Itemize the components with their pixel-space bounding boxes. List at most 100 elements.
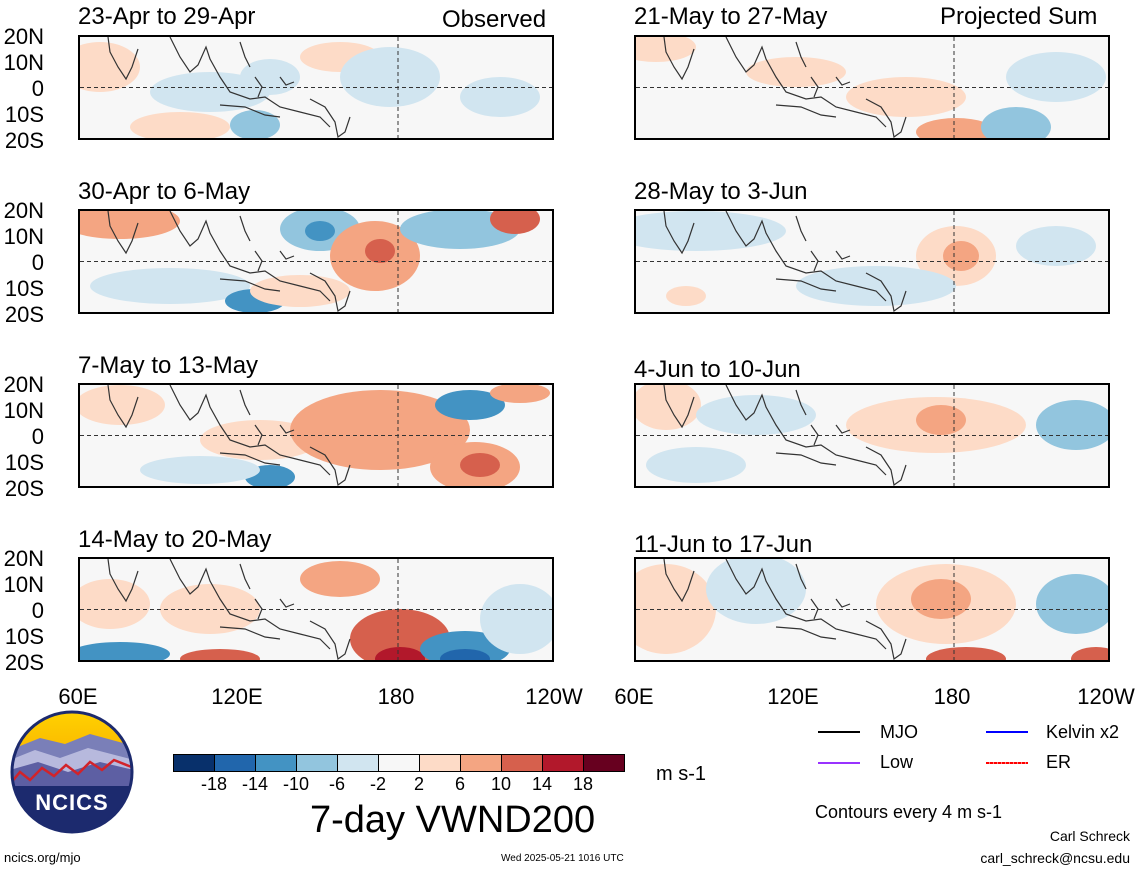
colorbar-label: 10 [490,774,512,794]
negative-anomaly [230,110,280,138]
lon-label: 120E [767,684,819,709]
positive-anomaly [180,649,260,660]
colorbar-label: -10 [282,774,309,794]
negative-anomaly [480,584,552,654]
map-panel [634,209,1110,314]
lon-label: 180 [377,684,415,709]
lat-label: 0 [31,424,44,449]
lat-label: 0 [31,598,44,623]
lat-label: 20N [3,198,44,223]
colorbar-swatch [583,754,625,772]
anomaly-map [80,559,552,660]
er-legend-label: ER [1046,752,1072,772]
negative-anomaly [140,456,260,484]
panel-title: 11-Jun to 17-Jun [634,531,813,558]
panel-title: 7-May to 13-May [78,352,259,379]
anomaly-map [80,211,552,312]
panel-title: 21-May to 27-May [634,3,828,30]
lat-label: 10S [4,624,44,649]
colorbar-label: -6 [328,774,345,794]
lat-label: 20S [4,476,44,501]
lat-label: 20N [3,372,44,397]
negative-anomaly [90,268,250,304]
colorbar-label: -14 [241,774,268,794]
map-panel [78,383,554,488]
anomaly-map [636,385,1108,486]
positive-anomaly [636,564,716,654]
positive-anomaly [80,385,165,425]
colorbar-label: 14 [531,774,553,794]
negative-anomaly [1016,226,1096,266]
map-panel [634,383,1110,488]
lon-label: 180 [933,684,971,709]
negative-anomaly [240,59,300,95]
positive-anomaly [250,275,350,307]
credit-email: carl_schreck@ncsu.edu [980,850,1130,866]
map-panel [78,557,554,662]
positive-anomaly [846,77,966,117]
lat-label: 0 [31,250,44,275]
negative-anomaly [435,390,505,420]
positive-anomaly [130,112,230,138]
colorbar-swatch [296,754,338,772]
negative-anomaly [1036,574,1108,634]
panel-title: 4-Jun to 10-Jun [634,356,801,383]
lat-label: 10N [3,50,44,75]
kelvin-legend-label: Kelvin x2 [1046,722,1120,742]
lat-label: 10S [4,102,44,127]
colorbar-swatch [173,754,215,772]
positive-anomaly [1071,647,1108,660]
colorbar-swatch [460,754,502,772]
credit-name: Carl Schreck [1049,828,1130,844]
lat-label: 10N [3,398,44,423]
negative-anomaly [1036,400,1108,450]
positive-anomaly [80,579,150,629]
main-title: 7-day VWND200 [310,799,596,841]
colorbar-swatch [419,754,461,772]
lon-label: 120W [1077,684,1135,709]
positive-anomaly [80,42,140,92]
map-panel [78,209,554,314]
ncics-logo: NCICS [10,710,134,834]
positive-anomaly [911,579,971,619]
positive-anomaly [490,385,550,403]
colorbar-label: -2 [369,774,386,794]
negative-anomaly [150,72,270,112]
lat-label: 10S [4,276,44,301]
positive-anomaly [916,118,996,138]
projected-header: Projected Sum [940,3,1098,30]
anomaly-map [636,559,1108,660]
lon-label: 120W [525,684,583,709]
positive-anomaly [490,211,540,234]
footer-url[interactable]: ncics.org/mjo [4,850,81,865]
colorbar-swatch [337,754,379,772]
lat-label: 20N [3,546,44,571]
anomaly-map [636,211,1108,312]
map-panel [634,557,1110,662]
colorbar-label: 6 [454,774,465,794]
panel-title: 28-May to 3-Jun [634,178,808,205]
colorbar-label: 18 [572,774,594,794]
positive-anomaly [460,453,500,477]
footer-timestamp: Wed 2025-05-21 1016 UTC [501,853,624,864]
negative-anomaly [1006,52,1106,102]
anomaly-map [80,385,552,486]
colorbar-swatch [255,754,297,772]
lat-label: 20S [4,650,44,675]
logo-text: NCICS [35,790,109,815]
negative-anomaly [400,211,520,249]
negative-anomaly [796,266,956,306]
negative-anomaly [80,642,170,660]
anomaly-map [636,37,1108,138]
negative-anomaly [696,395,816,435]
positive-anomaly [80,211,180,239]
positive-anomaly [943,241,979,271]
colorbar-swatch [378,754,420,772]
lat-label: 20S [4,302,44,327]
low-legend-label: Low [880,752,914,772]
lat-label: 10N [3,224,44,249]
colorbar-units: m s-1 [656,763,706,785]
positive-anomaly [375,647,425,660]
negative-anomaly [706,559,806,624]
mjo-legend-line [818,731,860,733]
